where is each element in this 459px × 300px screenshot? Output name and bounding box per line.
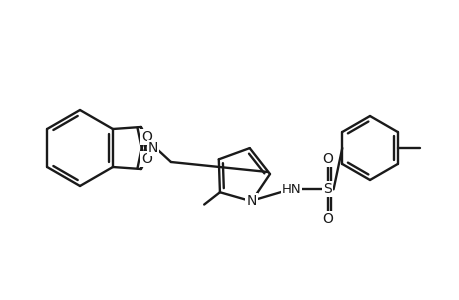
Text: N: N (147, 141, 158, 155)
Text: O: O (321, 152, 332, 166)
Text: HN: HN (281, 183, 301, 196)
Text: N: N (246, 194, 256, 208)
Text: S: S (323, 182, 331, 196)
Text: O: O (321, 212, 332, 226)
Text: O: O (141, 152, 152, 166)
Text: O: O (141, 130, 152, 144)
